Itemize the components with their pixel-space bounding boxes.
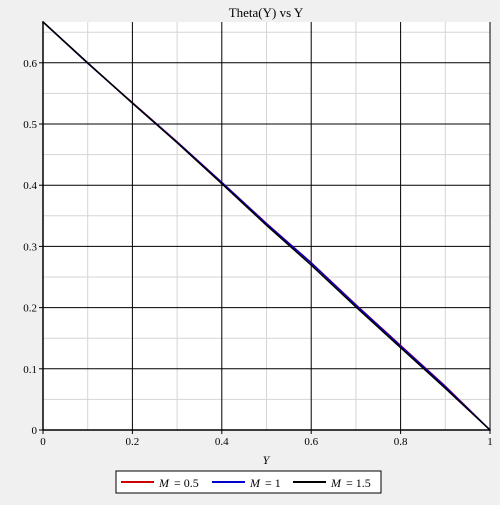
axis-layer bbox=[42, 22, 490, 431]
x-tick-label: 1 bbox=[487, 436, 493, 448]
legend-symbol-m-0-5: M bbox=[158, 476, 170, 490]
y-tick-label: 0.6 bbox=[23, 58, 37, 70]
y-tick-label: 0.4 bbox=[23, 180, 37, 192]
y-tick-label: 0.1 bbox=[23, 364, 37, 376]
chart-title: Theta(Y) vs Y bbox=[229, 5, 304, 20]
grid-minor bbox=[43, 22, 490, 430]
x-tick-label: 0.2 bbox=[126, 436, 140, 448]
tick-layer: 0 0.2 0.4 0.6 0.8 1 0 0.1 0.2 0.3 0.4 0.5 0.6 bbox=[23, 58, 493, 448]
x-axis-label: Y bbox=[263, 453, 271, 467]
legend-label-m-1: M = 1 bbox=[249, 476, 281, 490]
x-tick-label: 0.8 bbox=[394, 436, 408, 448]
legend-label-m-0-5: M = 0.5 bbox=[158, 476, 199, 490]
legend-symbol-m-1-5: M bbox=[330, 476, 342, 490]
y-tick-label: 0.3 bbox=[23, 241, 37, 253]
series-line-m-1-5 bbox=[42, 21, 491, 431]
x-tick-label: 0.4 bbox=[215, 436, 229, 448]
legend-box bbox=[115, 470, 382, 494]
legend-value-m-1-5: = 1.5 bbox=[346, 476, 371, 490]
legend-label-m-1-5: M = 1.5 bbox=[330, 476, 371, 490]
y-tick-label: 0.5 bbox=[23, 119, 37, 131]
y-tick-label: 0.2 bbox=[23, 303, 37, 315]
legend-symbol-m-1: M bbox=[249, 476, 261, 490]
legend-value-m-0-5: = 0.5 bbox=[174, 476, 199, 490]
series-layer bbox=[42, 21, 491, 431]
x-tick-label: 0.6 bbox=[304, 436, 318, 448]
x-tick-label: 0 bbox=[40, 436, 46, 448]
legend-value-m-1: = 1 bbox=[265, 476, 281, 490]
y-tick-label: 0 bbox=[32, 425, 38, 437]
legend: M = 0.5 M = 1 M = 1.5 bbox=[115, 470, 382, 494]
